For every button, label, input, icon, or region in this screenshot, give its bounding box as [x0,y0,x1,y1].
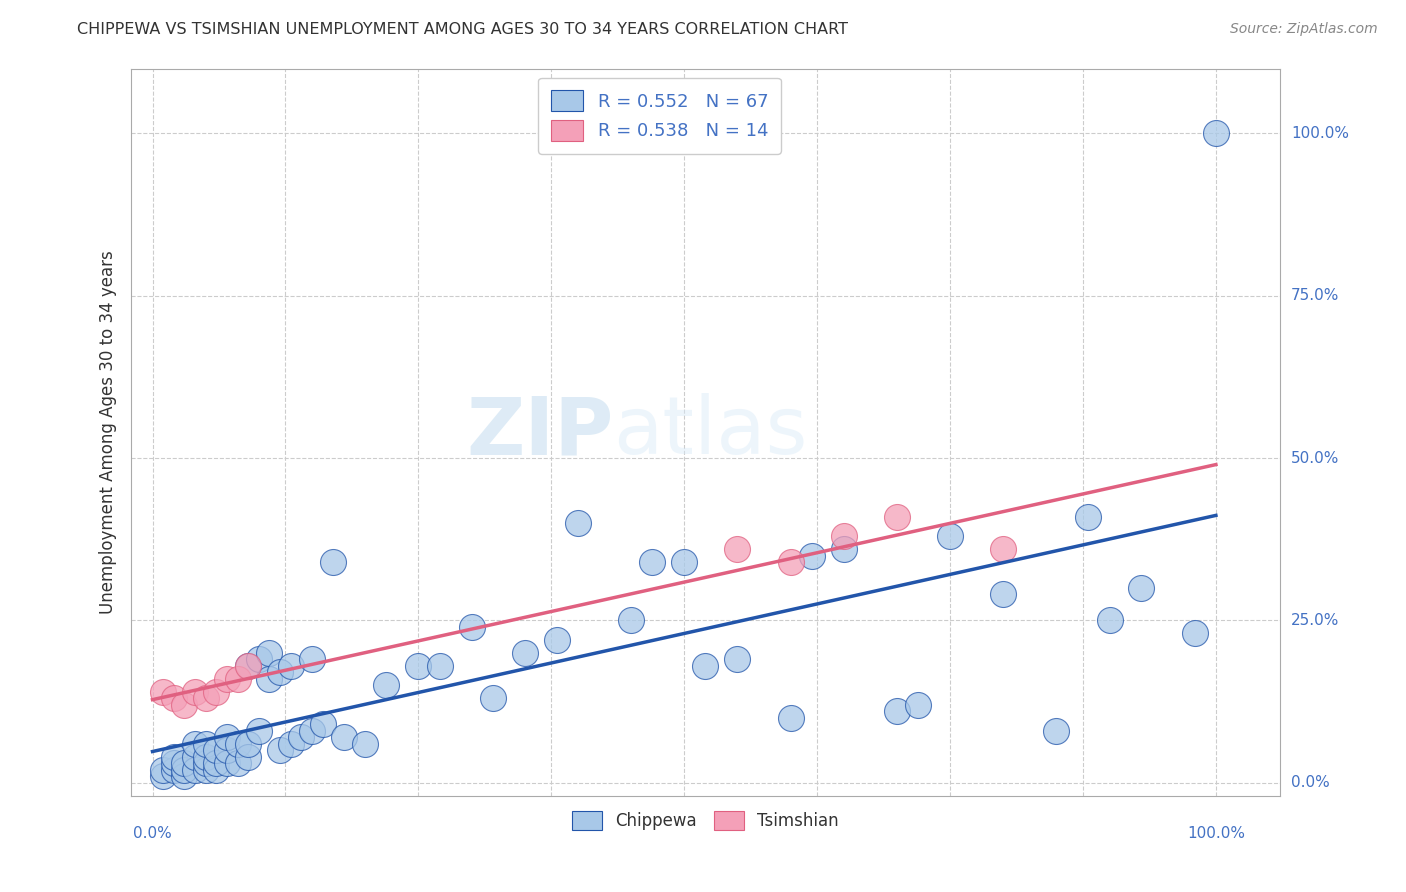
Point [408,659,430,673]
Point [184,749,207,764]
Text: ZIP: ZIP [467,393,613,471]
Point [832,529,855,543]
Point [290,731,312,745]
Point [375,678,398,692]
Point [238,659,260,673]
Point [939,529,962,543]
Point [163,749,186,764]
Point [993,587,1015,601]
Point [1077,509,1099,524]
Point [301,652,323,666]
Point [194,749,217,764]
Point [215,731,238,745]
Text: 100.0%: 100.0% [1187,826,1244,841]
Point [725,652,748,666]
Point [429,659,451,673]
Text: 0.0%: 0.0% [134,826,172,841]
Point [226,672,249,686]
Point [280,659,302,673]
Point [886,704,908,718]
Point [1205,127,1227,141]
Point [238,749,260,764]
Point [259,672,281,686]
Point [173,698,195,712]
Point [333,731,356,745]
Point [152,685,174,699]
Text: CHIPPEWA VS TSIMSHIAN UNEMPLOYMENT AMONG AGES 30 TO 34 YEARS CORRELATION CHART: CHIPPEWA VS TSIMSHIAN UNEMPLOYMENT AMONG… [77,22,848,37]
Point [194,756,217,771]
Point [184,685,207,699]
Legend: Chippewa, Tsimshian: Chippewa, Tsimshian [564,803,846,838]
Point [280,737,302,751]
Point [832,541,855,556]
Point [152,769,174,783]
Point [800,549,823,563]
Point [238,659,260,673]
Point [247,652,270,666]
Text: 50.0%: 50.0% [1291,450,1339,466]
Point [641,555,664,569]
Point [226,737,249,751]
Text: 0.0%: 0.0% [1291,775,1330,790]
Point [907,698,929,712]
Point [269,743,291,757]
Text: 25.0%: 25.0% [1291,613,1339,628]
Point [311,717,333,731]
Point [322,555,344,569]
Point [194,737,217,751]
Point [1184,626,1206,640]
Point [215,743,238,757]
Point [163,756,186,771]
Point [779,555,801,569]
Point [173,763,195,777]
Point [238,737,260,751]
Point [173,769,195,783]
Text: 100.0%: 100.0% [1291,126,1348,141]
Text: atlas: atlas [613,393,808,471]
Point [184,737,207,751]
Point [226,756,249,771]
Point [620,614,643,628]
Point [205,685,228,699]
Point [247,723,270,738]
Point [1045,723,1067,738]
Point [673,555,696,569]
Point [163,763,186,777]
Point [546,632,568,647]
Point [259,646,281,660]
Y-axis label: Unemployment Among Ages 30 to 34 years: Unemployment Among Ages 30 to 34 years [100,251,117,614]
Point [460,620,482,634]
Point [152,763,174,777]
Point [1098,614,1121,628]
Point [779,711,801,725]
Point [1130,581,1153,595]
Point [173,756,195,771]
Point [215,756,238,771]
Point [301,723,323,738]
Point [993,541,1015,556]
Point [215,672,238,686]
Point [886,509,908,524]
Text: Source: ZipAtlas.com: Source: ZipAtlas.com [1230,22,1378,37]
Point [194,691,217,706]
Text: 75.0%: 75.0% [1291,288,1339,303]
Point [354,737,377,751]
Point [205,756,228,771]
Point [194,763,217,777]
Point [205,743,228,757]
Point [163,691,186,706]
Point [184,763,207,777]
Point [269,665,291,680]
Point [725,541,748,556]
Point [695,659,717,673]
Point [567,516,589,530]
Point [481,691,503,706]
Point [205,763,228,777]
Point [513,646,536,660]
